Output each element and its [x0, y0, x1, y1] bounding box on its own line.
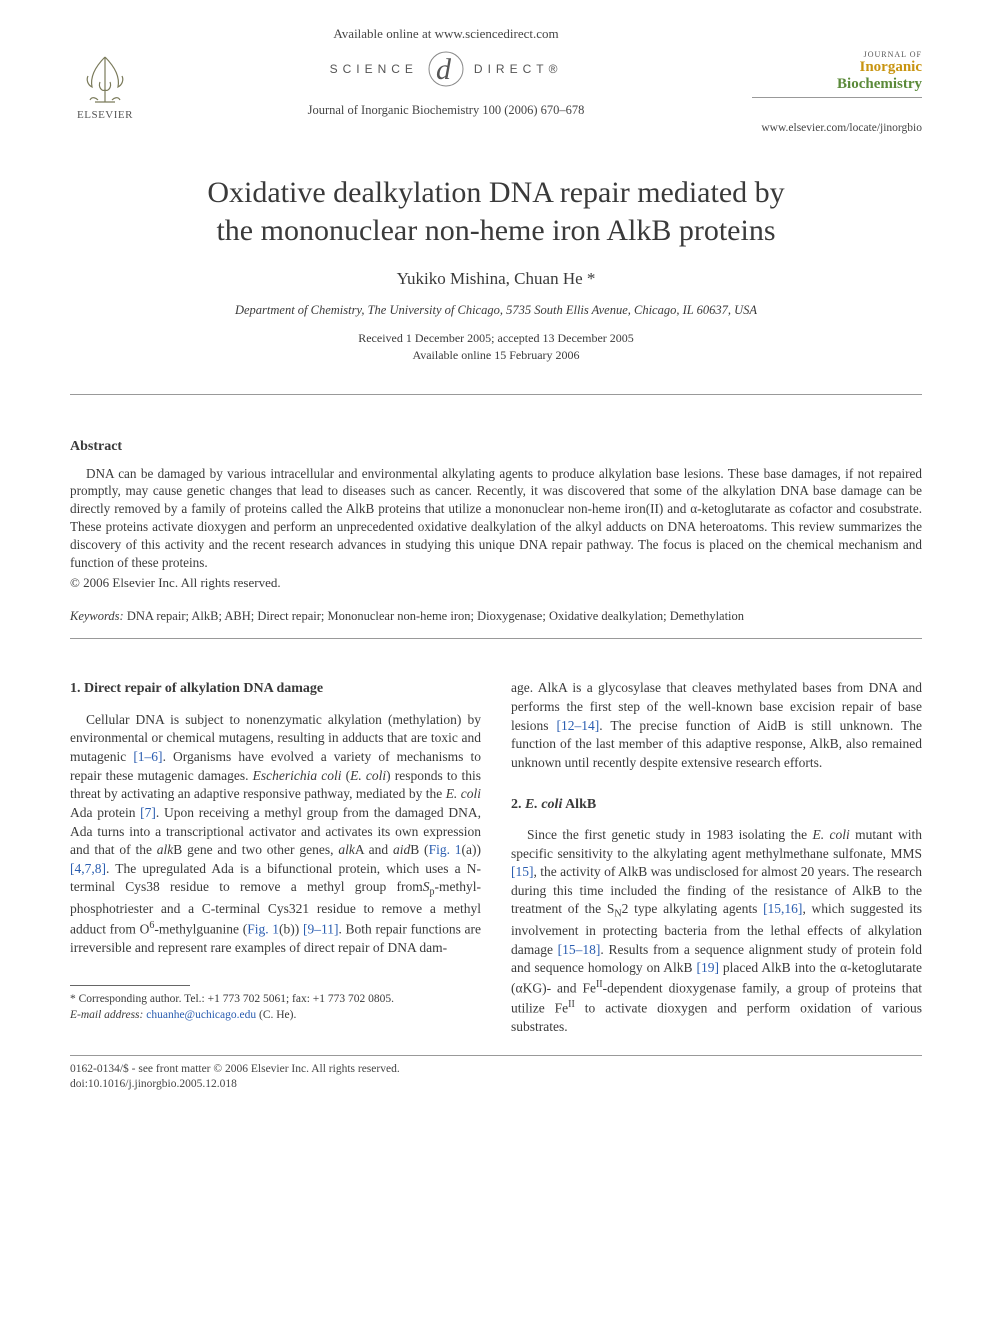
- svg-text:d: d: [436, 53, 452, 86]
- journal-small-label: JOURNAL OF: [752, 50, 922, 59]
- received-date: Received 1 December 2005; accepted 13 De…: [358, 331, 634, 345]
- ref-link[interactable]: [15,16]: [763, 901, 802, 916]
- header-row: ELSEVIER Available online at www.science…: [70, 50, 922, 134]
- corr-author: * Corresponding author. Tel.: +1 773 702…: [70, 992, 481, 1008]
- footnote-rule: [70, 985, 190, 986]
- ref-link[interactable]: [4,7,8]: [70, 861, 106, 876]
- keywords-label: Keywords:: [70, 609, 124, 623]
- sd-d-icon: d: [426, 48, 466, 90]
- body-columns: 1. Direct repair of alkylation DNA damag…: [70, 679, 922, 1036]
- keywords-text: DNA repair; AlkB; ABH; Direct repair; Mo…: [124, 609, 744, 623]
- article-dates: Received 1 December 2005; accepted 13 De…: [70, 330, 922, 364]
- sd-right: DIRECT®: [474, 62, 563, 76]
- title-line1: Oxidative dealkylation DNA repair mediat…: [207, 176, 784, 209]
- abstract-heading: Abstract: [70, 439, 922, 455]
- journal-reference: Journal of Inorganic Biochemistry 100 (2…: [140, 103, 752, 118]
- journal-brand: JOURNAL OF Inorganic Biochemistry www.el…: [752, 50, 922, 134]
- email-line: E-mail address: chuanhe@uchicago.edu (C.…: [70, 1008, 481, 1024]
- ref-link[interactable]: [19]: [696, 960, 719, 975]
- available-online-text: Available online at www.sciencedirect.co…: [140, 26, 752, 42]
- column-left: 1. Direct repair of alkylation DNA damag…: [70, 679, 481, 1036]
- elsevier-tree-icon: [80, 52, 130, 107]
- section-2-para: Since the first genetic study in 1983 is…: [511, 826, 922, 1037]
- authors: Yukiko Mishina, Chuan He *: [70, 269, 922, 289]
- journal-name: Inorganic Biochemistry: [752, 59, 922, 93]
- article-title: Oxidative dealkylation DNA repair mediat…: [70, 174, 922, 249]
- keywords: Keywords: DNA repair; AlkB; ABH; Direct …: [70, 609, 922, 624]
- online-date: Available online 15 February 2006: [412, 348, 579, 362]
- sd-left: SCIENCE: [330, 62, 418, 76]
- title-line2: the mononuclear non-heme iron AlkB prote…: [216, 214, 775, 247]
- ref-link[interactable]: [7]: [140, 805, 156, 820]
- doi: doi:10.1016/j.jinorgbio.2005.12.018: [70, 1077, 922, 1093]
- section-2-heading: 2. E. coli AlkB: [511, 795, 922, 814]
- header-center: Available online at www.sciencedirect.co…: [140, 66, 752, 119]
- copyright: © 2006 Elsevier Inc. All rights reserved…: [70, 575, 922, 591]
- bottom-rule: [70, 1055, 922, 1056]
- affiliation: Department of Chemistry, The University …: [70, 303, 922, 318]
- publisher-name: ELSEVIER: [77, 109, 133, 121]
- corresponding-footnote: * Corresponding author. Tel.: +1 773 702…: [70, 992, 481, 1023]
- ref-link[interactable]: [12–14]: [557, 718, 600, 733]
- fig-link[interactable]: Fig. 1: [429, 842, 462, 857]
- abstract-body: DNA can be damaged by various intracellu…: [70, 465, 922, 572]
- ref-link[interactable]: [1–6]: [133, 749, 162, 764]
- bottom-meta: 0162-0134/$ - see front matter © 2006 El…: [70, 1062, 922, 1093]
- ref-link[interactable]: [15]: [511, 864, 534, 879]
- journal-inorg: Inorganic: [859, 59, 922, 75]
- publisher-logo: ELSEVIER: [70, 52, 140, 132]
- ref-link[interactable]: [9–11]: [303, 921, 339, 936]
- section-1-para: Cellular DNA is subject to nonenzymatic …: [70, 711, 481, 957]
- journal-bio: Biochemistry: [837, 76, 922, 92]
- section-1-heading: 1. Direct repair of alkylation DNA damag…: [70, 679, 481, 698]
- ref-link[interactable]: [15–18]: [558, 942, 601, 957]
- fig-link[interactable]: Fig. 1: [247, 921, 279, 936]
- section-1-cont: age. AlkA is a glycosylase that cleaves …: [511, 679, 922, 772]
- front-matter: 0162-0134/$ - see front matter © 2006 El…: [70, 1062, 922, 1078]
- email-link[interactable]: chuanhe@uchicago.edu: [143, 1009, 256, 1021]
- sciencedirect-logo: SCIENCE d DIRECT®: [140, 48, 752, 90]
- locate-url: www.elsevier.com/locate/jinorgbio: [752, 122, 922, 134]
- column-right: age. AlkA is a glycosylase that cleaves …: [511, 679, 922, 1036]
